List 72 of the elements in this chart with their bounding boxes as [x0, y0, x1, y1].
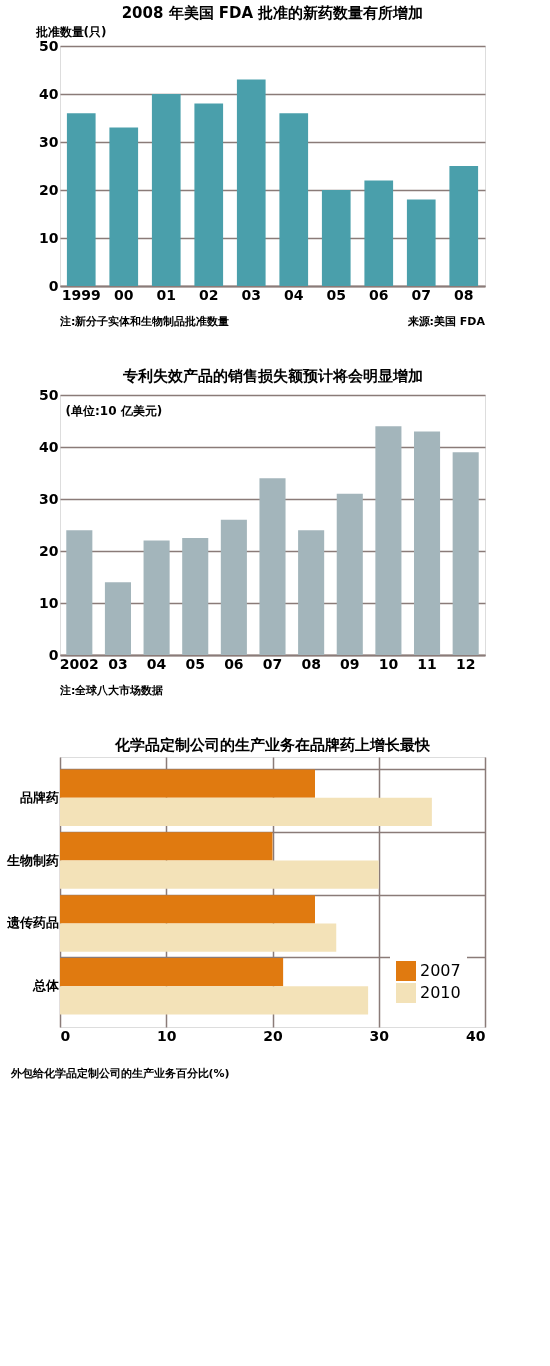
bar: [143, 540, 170, 655]
bar: [182, 538, 209, 655]
y-tick-label: 10: [39, 229, 59, 246]
bar: [414, 431, 441, 655]
x-tick-label: 01: [156, 286, 176, 303]
y-tick-label: 30: [39, 133, 59, 150]
y-tick-label: 40: [39, 85, 59, 102]
y-tick-label: 50: [39, 37, 59, 54]
bar: [298, 530, 325, 655]
x-tick-label: 11: [417, 655, 437, 672]
x-tick-label: 04: [146, 655, 167, 672]
x-tick-label: 20: [263, 1027, 283, 1044]
chart-title: 专利失效产品的销售损失额预计将会明显增加: [121, 367, 423, 385]
x-tick-label: 00: [114, 286, 134, 303]
source-note: 来源:美国 FDA: [406, 315, 486, 328]
legend-label: 2007: [420, 961, 461, 980]
bar: [452, 452, 479, 655]
x-tick-label: 07: [411, 286, 431, 303]
bar: [259, 478, 286, 655]
y-axis-title: 批准数量(只): [34, 24, 107, 39]
y-tick-label: 20: [39, 181, 59, 198]
bar: [151, 94, 181, 286]
x-tick-label: 40: [466, 1027, 486, 1044]
x-tick-label: 08: [454, 286, 474, 303]
y-tick-label: 生物制药: [5, 852, 59, 868]
y-tick-label: 10: [39, 594, 59, 611]
y-tick-label: 50: [39, 386, 59, 403]
bar: [66, 530, 93, 655]
text: 注:新分子实体和生物制品批准数量: [59, 315, 230, 328]
x-tick-label: 10: [378, 655, 399, 672]
y-tick-label: 40: [39, 438, 59, 455]
y-tick-label: 遗传药品: [5, 915, 59, 931]
bar: [104, 582, 131, 655]
y-tick-label: 20: [39, 542, 59, 559]
bar: [236, 79, 266, 286]
bar: [449, 166, 479, 286]
bar: [321, 190, 351, 286]
x-tick-label: 05: [185, 655, 205, 672]
bar: [375, 426, 402, 655]
x-tick-label: 06: [224, 655, 244, 672]
x-tick-label: 08: [301, 655, 321, 672]
bar: [109, 127, 139, 286]
x-tick-label: 12: [455, 655, 476, 672]
x-tick-label: 03: [241, 286, 261, 303]
x-tick-label: 03: [108, 655, 128, 672]
bar: [66, 113, 96, 286]
bar: [406, 199, 436, 286]
bar: [279, 113, 309, 286]
bar: [336, 493, 363, 655]
text: 注:全球八大市场数据: [59, 684, 164, 697]
chart-title: 2008 年美国 FDA 批准的新药数量有所增加: [121, 4, 424, 22]
x-tick-label: 09: [340, 655, 360, 672]
x-tick-label: 2002: [59, 655, 99, 672]
x-tick-label: 06: [369, 286, 389, 303]
bar: [364, 180, 394, 286]
x-tick-label: 0: [60, 1027, 71, 1044]
chart-title: 化学品定制公司的生产业务在品牌药上增长最快: [114, 736, 431, 754]
bar: [194, 103, 224, 286]
y-tick-label: 30: [39, 490, 59, 507]
y-tick-label: 总体: [31, 978, 60, 994]
x-tick-label: 30: [369, 1027, 390, 1044]
x-tick-label: 04: [284, 286, 304, 303]
x-tick-label: 1999: [61, 286, 101, 303]
x-axis-title: 外包给化学品定制公司的生产业务百分比(%): [9, 1066, 230, 1080]
x-tick-label: 10: [157, 1027, 177, 1044]
y-tick-label: 品牌药: [19, 789, 59, 805]
x-tick-label: 05: [326, 286, 346, 303]
y-axis-title: (单位:10 亿美元): [65, 403, 163, 418]
legend-label: 2010: [420, 983, 461, 1002]
x-tick-label: 07: [262, 655, 283, 672]
bar: [220, 519, 247, 655]
x-tick-label: 02: [199, 286, 219, 303]
